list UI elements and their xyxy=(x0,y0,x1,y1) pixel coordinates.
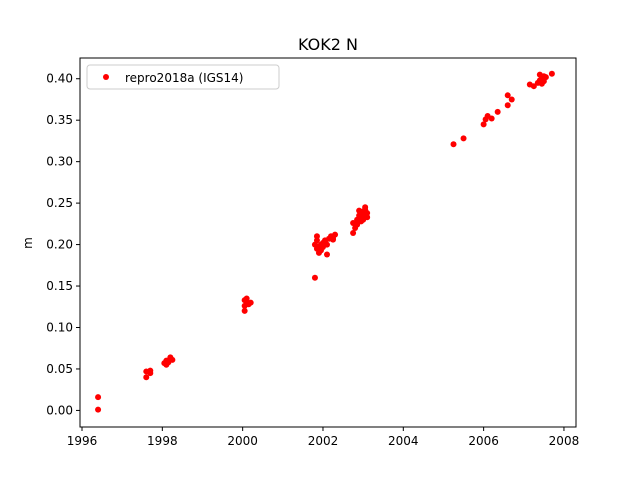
data-point xyxy=(167,354,174,361)
y-tick-label: 0.20 xyxy=(46,238,73,252)
y-tick-label: 0.00 xyxy=(46,403,73,417)
data-point xyxy=(548,70,555,77)
data-point xyxy=(241,297,248,304)
x-tick-label: 2000 xyxy=(227,434,258,448)
data-point xyxy=(508,96,515,103)
data-point xyxy=(313,233,320,240)
legend-marker xyxy=(103,74,109,80)
y-tick-label: 0.35 xyxy=(46,113,73,127)
axes-frame xyxy=(79,57,577,428)
data-point xyxy=(330,236,337,243)
data-point xyxy=(460,135,467,142)
x-tick-label: 2008 xyxy=(549,434,580,448)
y-axis-label: m xyxy=(21,237,35,249)
data-point xyxy=(241,307,248,314)
data-point xyxy=(319,242,326,249)
y-tick-label: 0.25 xyxy=(46,196,73,210)
x-tick-label: 1998 xyxy=(147,434,178,448)
data-point xyxy=(530,83,537,90)
y-tick-label: 0.15 xyxy=(46,279,73,293)
data-point xyxy=(480,121,487,128)
y-tick-label: 0.30 xyxy=(46,155,73,169)
data-point xyxy=(360,216,367,223)
data-point xyxy=(504,92,511,99)
data-point xyxy=(311,274,318,281)
data-point xyxy=(504,102,511,109)
data-point xyxy=(147,367,154,374)
data-point xyxy=(350,229,357,236)
data-point xyxy=(332,231,339,238)
data-point xyxy=(536,71,543,78)
data-point xyxy=(362,206,369,213)
y-tick-label: 0.10 xyxy=(46,320,73,334)
data-point xyxy=(163,361,170,368)
data-point xyxy=(450,141,457,148)
chart-title: KOK2 N xyxy=(298,35,358,54)
data-point xyxy=(488,115,495,122)
x-tick-label: 2006 xyxy=(468,434,499,448)
data-point xyxy=(143,374,150,381)
y-tick-label: 0.05 xyxy=(46,362,73,376)
legend-box xyxy=(86,64,280,90)
x-tick-label: 1996 xyxy=(67,434,98,448)
y-tick-label: 0.40 xyxy=(46,72,73,86)
plot-area: 1996 1998 2000 2002 2004 2006 2008 0.00 0.05 0.10… xyxy=(46,57,580,448)
data-point xyxy=(494,108,501,115)
data-point xyxy=(324,251,330,258)
x-tick-label: 2004 xyxy=(388,434,419,448)
x-tick-label: 2002 xyxy=(308,434,339,448)
data-point xyxy=(356,207,363,214)
legend-label: repro2018a (IGS14) xyxy=(125,71,243,85)
data-point xyxy=(95,394,102,401)
data-point xyxy=(245,301,252,308)
data-point xyxy=(95,406,102,413)
data-point xyxy=(538,80,545,87)
data-point xyxy=(350,220,357,227)
